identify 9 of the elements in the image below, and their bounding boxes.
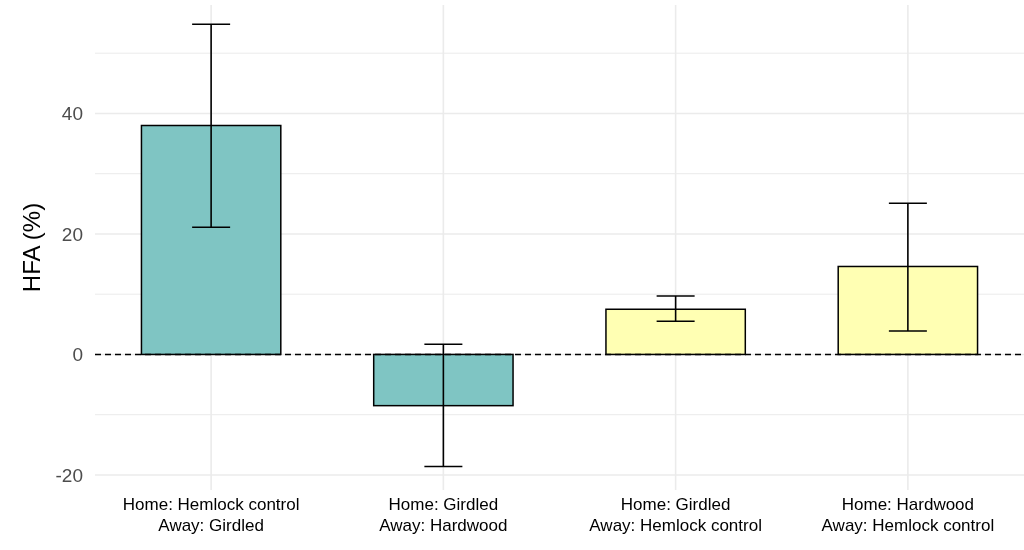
y-tick-label: 40 [61, 103, 83, 125]
y-axis-title: HFA (%) [18, 202, 45, 293]
x-tick-label: Home: Girdled Away: Hemlock control [589, 495, 762, 535]
y-tick-label: -20 [55, 464, 83, 486]
x-tick-label: Home: Hardwood Away: Hemlock control [821, 495, 995, 535]
y-tick-label: 0 [72, 344, 83, 366]
y-tick-label: 20 [61, 223, 83, 245]
x-tick-label: Home: Hemlock control Away: Girdled [122, 495, 300, 535]
x-tick-label: Home: Girdled Away: Hardwood [379, 495, 508, 535]
